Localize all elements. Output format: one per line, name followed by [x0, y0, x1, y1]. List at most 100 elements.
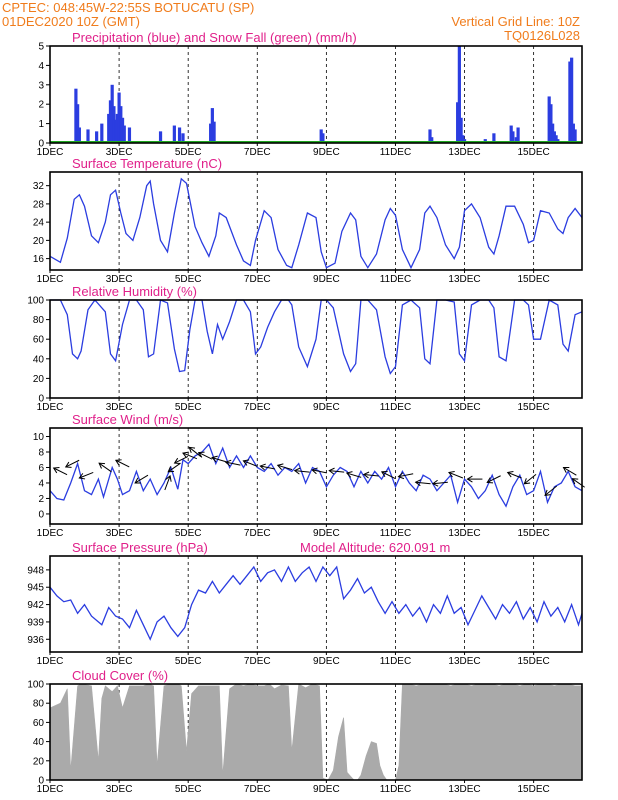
wind-arrow [98, 462, 112, 473]
wind-arrow-shaft [79, 471, 94, 479]
humidity-x-tick-label: 9DEC [313, 402, 340, 413]
precip-bar [319, 129, 323, 143]
wind-arrow-head [242, 459, 250, 466]
wind-arrow [544, 485, 558, 497]
wind-arrow [486, 475, 501, 484]
wind-arrow-shaft [167, 462, 181, 473]
wind-arrow [197, 451, 213, 460]
pressure-x-tick-label: 7DEC [244, 656, 271, 667]
precip-bar [509, 125, 513, 143]
precip-bar [457, 46, 461, 143]
wind-arrow-head [182, 451, 189, 459]
humidity-x-tick-label: 11DEC [380, 402, 412, 413]
wind-y-tick-label: 6 [38, 463, 44, 474]
wind-series-line [49, 443, 583, 508]
wind-arrow-shaft [294, 470, 310, 473]
humidity-x-tick-label: 3DEC [106, 402, 133, 413]
wind-arrow-head [197, 451, 205, 458]
wind-x-tick-label: 13DEC [448, 528, 480, 539]
wind-arrow-head [211, 455, 218, 463]
precip-x-tick-label: 13DEC [448, 147, 480, 158]
wind-arrow-head [448, 471, 455, 478]
wind-arrow-shaft [225, 461, 241, 466]
precip-bar [573, 129, 577, 143]
wind-y-tick-label: 8 [38, 448, 44, 459]
cloud-x-tick-label: 3DEC [106, 784, 133, 795]
wind-arrow-head [311, 467, 318, 475]
cloud-y-tick-label: 20 [33, 756, 45, 767]
precip-bar [461, 135, 465, 143]
wind-arrow [114, 459, 130, 468]
precip-bar [119, 106, 123, 143]
cloud-y-tick-label: 60 [33, 718, 45, 729]
cloud-x-tick-label: 9DEC [313, 784, 340, 795]
pressure-x-tick-label: 3DEC [106, 656, 133, 667]
precip-bar [428, 129, 432, 143]
wind-arrow-shaft [115, 459, 130, 468]
wind-arrow-head [544, 489, 551, 497]
precip-bar [552, 131, 556, 143]
temperature-x-tick-label: 7DEC [244, 274, 271, 285]
wind-arrow [293, 467, 310, 475]
wind-arrow-shaft [243, 460, 258, 467]
wind-arrow [397, 472, 414, 480]
pressure-x-tick-label: 13DEC [448, 656, 480, 667]
pressure-series-line [49, 565, 583, 641]
wind-arrow-shaft [363, 473, 379, 477]
wind-y-tick-label: 10 [33, 432, 45, 443]
wind-x-tick-label: 7DEC [244, 528, 271, 539]
wind-arrow-head [293, 467, 301, 475]
wind-arrow-shaft [524, 474, 537, 485]
precip-bar [100, 123, 104, 143]
wind-arrow-head [328, 467, 335, 475]
precip-y-tick-label: 0 [38, 139, 44, 150]
precip-bar [430, 137, 434, 143]
precip-x-tick-label: 11DEC [380, 147, 412, 158]
precip-bar [547, 96, 551, 143]
temperature-x-tick-label: 1DEC [37, 274, 64, 285]
humidity-x-tick-label: 1DEC [37, 402, 64, 413]
wind-arrow [362, 471, 379, 479]
precip-bar [568, 61, 572, 143]
wind-arrow-shaft [486, 475, 501, 483]
wind-arrow-head [562, 466, 570, 473]
precip-bar [158, 131, 163, 143]
wind-arrow-head [259, 463, 266, 471]
wind-arrow [448, 471, 464, 479]
humidity-title: Relative Humidity (%) [72, 284, 197, 299]
wind-arrow-head [380, 470, 388, 478]
humidity-x-tick-label: 15DEC [518, 402, 550, 413]
precip-bar [110, 84, 114, 143]
precip-bar [549, 104, 553, 143]
wind-x-tick-label: 5DEC [175, 528, 202, 539]
precip-bar [571, 123, 575, 143]
precip-y-tick-label: 3 [38, 80, 44, 91]
temperature-x-tick-label: 9DEC [313, 274, 340, 285]
wind-arrow [188, 446, 202, 458]
temperature-y-tick-label: 24 [33, 218, 45, 229]
wind-arrow-shaft [544, 485, 558, 496]
wind-arrow [134, 474, 149, 484]
temperature-x-tick-label: 3DEC [106, 274, 133, 285]
precip-bar [117, 92, 121, 143]
wind-arrow [506, 471, 522, 479]
cloud-y-tick-label: 40 [33, 737, 45, 748]
wind-arrow [276, 463, 293, 471]
precip-bar [127, 127, 132, 143]
wind-arrow [523, 474, 537, 485]
wind-arrow-head [506, 471, 514, 478]
wind-arrow [164, 475, 172, 491]
precip-bar [114, 119, 118, 143]
wind-arrow-shaft [134, 474, 149, 484]
temperature-panel: 16 20 24 28 32 1DEC 3DEC 5DEC 7DEC 9DEC 11DEC 13DEC… [33, 171, 583, 285]
humidity-y-tick-label: 100 [27, 296, 44, 307]
wind-arrow-shaft [381, 471, 396, 480]
wind-arrow-head [173, 457, 181, 465]
wind-arrow-head [397, 472, 405, 480]
humidity-x-tick-label: 5DEC [175, 402, 202, 413]
wind-y-tick-label: 4 [38, 478, 44, 489]
precip-x-tick-label: 5DEC [175, 147, 202, 158]
wind-arrow-head [78, 473, 86, 480]
wind-arrow [182, 451, 198, 460]
